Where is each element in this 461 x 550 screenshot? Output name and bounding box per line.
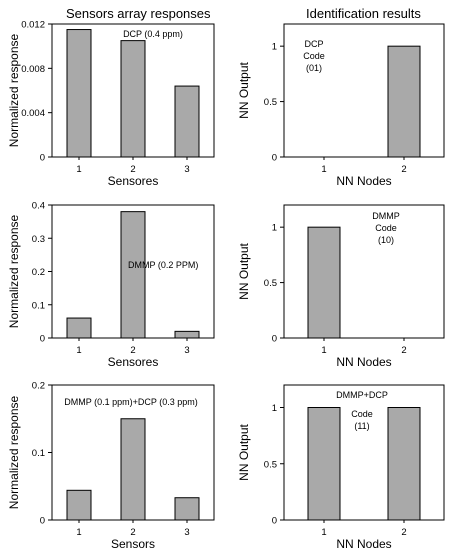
x-axis-label: Sensors bbox=[111, 537, 155, 550]
plot-frame bbox=[283, 204, 445, 339]
chart-annotation: (11) bbox=[354, 421, 369, 431]
y-tick-label: 0 bbox=[40, 153, 45, 164]
x-tick-label: 3 bbox=[184, 164, 189, 175]
chart-dmmp-sensor-responses: 0 0.1 0.2 0.3 0.4 1 2 3 Sensores Normalized respo… bbox=[7, 201, 215, 369]
y-tick-label: 0.5 bbox=[264, 278, 277, 289]
y-axis-label: Normalized response bbox=[7, 214, 21, 328]
bar-1 bbox=[307, 407, 341, 521]
x-tick-label: 2 bbox=[401, 345, 406, 356]
chart-mixture-identification: 0 0.5 1 1 2 NN Nodes NN Output DMMP+DCP Code (11) bbox=[237, 384, 445, 550]
y-tick-label: 0.5 bbox=[264, 97, 277, 108]
x-tick-label: 1 bbox=[76, 164, 81, 175]
bar-2 bbox=[120, 40, 146, 158]
chart-annotation: DMMP (0.1 ppm)+DCP (0.3 ppm) bbox=[64, 397, 197, 407]
y-axis-label: NN Output bbox=[237, 242, 251, 299]
left-column-title: Sensors array responses bbox=[66, 6, 211, 21]
bar-2 bbox=[387, 407, 421, 521]
x-axis-label: Sensores bbox=[108, 355, 159, 369]
y-tick-label: 0.1 bbox=[32, 300, 45, 311]
right-column-title: Identification results bbox=[306, 6, 421, 21]
y-tick-label: 1 bbox=[272, 403, 277, 414]
bar-2 bbox=[120, 418, 146, 521]
chart-mixture-sensor-responses: 0 0.1 0.2 1 2 3 Sensors Normalized response DMMP… bbox=[7, 381, 215, 550]
chart-dcp-identification: 0 0.5 1 1 2 NN Nodes NN Output DCP Code (01) bbox=[237, 23, 445, 188]
x-tick-label: 1 bbox=[76, 345, 81, 356]
x-axis-label: Sensores bbox=[108, 174, 159, 188]
y-tick-label: 1 bbox=[272, 42, 277, 53]
bar-3 bbox=[174, 330, 200, 339]
x-tick-label: 3 bbox=[184, 345, 189, 356]
x-tick-label: 1 bbox=[76, 527, 81, 538]
y-axis-label: Normalized response bbox=[7, 395, 21, 509]
x-tick-label: 1 bbox=[321, 345, 326, 356]
chart-annotation: DCP (0.4 ppm) bbox=[123, 29, 183, 39]
y-tick-label: 0.5 bbox=[264, 459, 277, 470]
bar-1 bbox=[307, 226, 341, 339]
y-axis-label: Normalized response bbox=[7, 33, 21, 147]
bar-1 bbox=[66, 489, 92, 521]
x-axis-label: NN Nodes bbox=[336, 537, 391, 550]
chart-dcp-sensor-responses: 0 0.004 0.008 0.012 1 2 3 Sensores Normalized re… bbox=[7, 20, 215, 188]
x-tick-label: 2 bbox=[401, 164, 406, 175]
chart-annotation: Code bbox=[303, 51, 325, 61]
y-tick-label: 0.1 bbox=[32, 448, 45, 459]
x-tick-label: 3 bbox=[184, 527, 189, 538]
chart-annotation: Code bbox=[375, 223, 397, 233]
y-tick-label: 0.2 bbox=[32, 381, 45, 392]
plot-frame bbox=[283, 23, 445, 158]
y-tick-label: 0.008 bbox=[21, 64, 45, 75]
x-tick-label: 1 bbox=[321, 164, 326, 175]
bar-1 bbox=[66, 317, 92, 339]
y-tick-label: 0 bbox=[40, 334, 45, 345]
chart-annotation: DMMP (0.2 PPM) bbox=[128, 260, 198, 270]
x-axis-label: NN Nodes bbox=[336, 174, 391, 188]
bar-2 bbox=[387, 45, 421, 158]
bar-3 bbox=[174, 85, 200, 158]
y-tick-label: 0 bbox=[40, 516, 45, 527]
x-tick-label: 2 bbox=[130, 164, 135, 175]
x-tick-label: 2 bbox=[401, 527, 406, 538]
y-tick-label: 0 bbox=[272, 516, 277, 527]
y-tick-label: 0.3 bbox=[32, 234, 45, 245]
x-tick-label: 1 bbox=[321, 527, 326, 538]
y-tick-label: 0 bbox=[272, 334, 277, 345]
x-tick-label: 2 bbox=[130, 345, 135, 356]
x-axis-label: NN Nodes bbox=[336, 355, 391, 369]
y-tick-label: 0.004 bbox=[21, 108, 45, 119]
bar-3 bbox=[174, 497, 200, 521]
x-tick-label: 2 bbox=[130, 527, 135, 538]
chart-annotation: DMMP+DCP bbox=[336, 390, 388, 400]
y-axis-label: NN Output bbox=[237, 423, 251, 480]
chart-annotation: DMMP bbox=[372, 211, 400, 221]
chart-annotation: (01) bbox=[306, 63, 322, 73]
chart-dmmp-identification: 0 0.5 1 1 2 NN Nodes NN Output DMMP Code (10) bbox=[237, 204, 445, 369]
y-tick-label: 0.012 bbox=[21, 20, 45, 31]
bar-1 bbox=[66, 29, 92, 158]
y-tick-label: 0.2 bbox=[32, 267, 45, 278]
bar-2 bbox=[120, 211, 146, 339]
y-tick-label: 1 bbox=[272, 223, 277, 234]
chart-annotation: Code bbox=[351, 409, 373, 419]
y-axis-label: NN Output bbox=[237, 61, 251, 118]
chart-annotation: DCP bbox=[304, 39, 323, 49]
y-tick-label: 0.4 bbox=[32, 201, 45, 212]
plot-frame bbox=[283, 384, 445, 521]
y-tick-label: 0 bbox=[272, 153, 277, 164]
chart-annotation: (10) bbox=[378, 235, 394, 245]
